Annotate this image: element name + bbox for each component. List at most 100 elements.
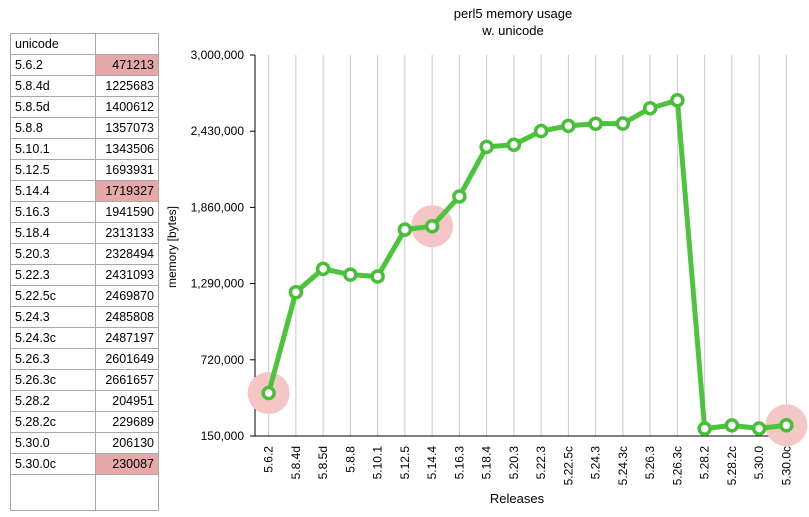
x-tick-label: 5.10.1 (371, 446, 385, 480)
table-row: 5.22.5c 2469870 (10, 285, 159, 307)
highlight-markers (247, 205, 808, 447)
x-tick-label: 5.12.5 (398, 446, 412, 480)
value-cell: 2469870 (95, 285, 159, 307)
release-cell: 5.26.3c (10, 369, 96, 391)
data-point (533, 123, 549, 139)
data-point (343, 267, 358, 282)
data-point (424, 218, 440, 234)
release-cell: 5.26.3 (10, 348, 96, 370)
table-row: 5.24.3 2485808 (10, 306, 159, 328)
value-cell: 1225683 (95, 75, 159, 97)
data-point (779, 418, 794, 433)
value-cell: 1941590 (95, 201, 159, 223)
release-cell: 5.6.2 (10, 54, 96, 76)
table-header-empty-cell (95, 33, 159, 55)
x-tick-label: 5.20.3 (507, 446, 521, 480)
release-cell: 5.8.8 (10, 117, 96, 139)
value-cell: 1693931 (95, 159, 159, 181)
data-point (724, 418, 740, 433)
data-point (588, 116, 603, 131)
value-cell: 1343506 (95, 138, 159, 160)
empty-cell (10, 474, 96, 511)
x-tick-label: 5.28.2c (725, 446, 739, 485)
y-tick-labels: 150,000 720,000 1,290,000 1,860,000 2,430,00… (191, 48, 245, 443)
y-tick-label: 1,860,000 (191, 200, 245, 214)
release-cell: 5.20.3 (10, 243, 96, 265)
series-line (266, 97, 789, 432)
empty-cell (95, 474, 159, 511)
x-tick-label: 5.30.0c (779, 446, 793, 485)
x-tick-label: 5.26.3 (643, 446, 657, 480)
release-cell: 5.12.5 (10, 159, 96, 181)
table-row: 5.30.0c 230087 (10, 453, 159, 475)
data-point (452, 189, 467, 204)
axes (250, 54, 800, 437)
grid-lines (268, 55, 787, 436)
table-row: 5.18.4 2313133 (10, 222, 159, 244)
x-tick-label: 5.14.4 (425, 446, 439, 480)
x-tick-label: 5.22.5c (561, 446, 575, 485)
data-point (370, 269, 385, 284)
value-cell: 2313133 (95, 222, 159, 244)
series (261, 92, 794, 436)
release-cell: 5.30.0c (10, 453, 96, 475)
x-tick-label: 5.18.4 (480, 446, 494, 480)
value-cell: 2661657 (95, 369, 159, 391)
release-cell: 5.22.3 (10, 264, 96, 286)
data-table: unicode 5.6.2 471213 5.8.4d 1225683 5.8.5d 140… (10, 33, 159, 511)
value-cell: 1400612 (95, 96, 159, 118)
data-point (261, 385, 276, 401)
value-cell: 229689 (95, 411, 159, 433)
x-tick-label: 5.22.3 (534, 446, 548, 480)
release-cell: 5.18.4 (10, 222, 96, 244)
table-header-cell: unicode (10, 33, 96, 55)
table-row: 5.6.2 471213 (10, 54, 159, 76)
x-tick-label: 5.8.5d (316, 446, 330, 479)
x-tick-label: 5.30.0 (752, 446, 766, 480)
x-tick-label: 5.8.8 (343, 446, 357, 473)
table-row: 5.26.3c 2661657 (10, 369, 159, 391)
release-cell: 5.28.2c (10, 411, 96, 433)
x-tick-label: 5.26.3c (670, 446, 684, 485)
release-cell: 5.8.4d (10, 75, 96, 97)
x-tick-label: 5.16.3 (452, 446, 466, 480)
data-point (670, 92, 685, 108)
x-tick-label: 5.8.4d (289, 446, 303, 479)
data-point (315, 261, 331, 277)
value-cell: 204951 (95, 390, 159, 412)
data-point (751, 421, 767, 436)
table-row: 5.28.2 204951 (10, 390, 159, 412)
value-cell: 206130 (95, 432, 159, 454)
value-cell: 2601649 (95, 348, 159, 370)
release-cell: 5.30.0 (10, 432, 96, 454)
x-tick-label: 5.24.3 (589, 446, 603, 480)
table-row: 5.22.3 2431093 (10, 264, 159, 286)
data-point (479, 139, 494, 155)
table-row: 5.10.1 1343506 (10, 138, 159, 160)
x-tick-label: 5.24.3c (616, 446, 630, 485)
value-cell: 2485808 (95, 306, 159, 328)
y-tick-label: 150,000 (201, 429, 245, 443)
value-cell: 471213 (95, 54, 159, 76)
release-cell: 5.10.1 (10, 138, 96, 160)
value-cell: 1719327 (95, 180, 159, 202)
table-row: 5.8.5d 1400612 (10, 96, 159, 118)
y-tick-label: 720,000 (201, 353, 245, 367)
x-axis-label: Releases (490, 491, 545, 506)
value-cell: 2487197 (95, 327, 159, 349)
release-cell: 5.24.3 (10, 306, 96, 328)
release-cell: 5.14.4 (10, 180, 96, 202)
table-row: 5.12.5 1693931 (10, 159, 159, 181)
y-tick-label: 1,290,000 (191, 277, 245, 291)
y-tick-label: 3,000,000 (191, 48, 245, 62)
data-point (397, 222, 413, 237)
value-cell: 2328494 (95, 243, 159, 265)
value-cell: 1357073 (95, 117, 159, 139)
data-point (642, 101, 658, 116)
table-row: 5.28.2c 229689 (10, 411, 159, 433)
table-row: 5.14.4 1719327 (10, 180, 159, 202)
chart-title: perl5 memory usage (454, 6, 573, 21)
table-row: 5.16.3 1941590 (10, 201, 159, 223)
table-row: 5.20.3 2328494 (10, 243, 159, 265)
table-row: 5.8.4d 1225683 (10, 75, 159, 97)
